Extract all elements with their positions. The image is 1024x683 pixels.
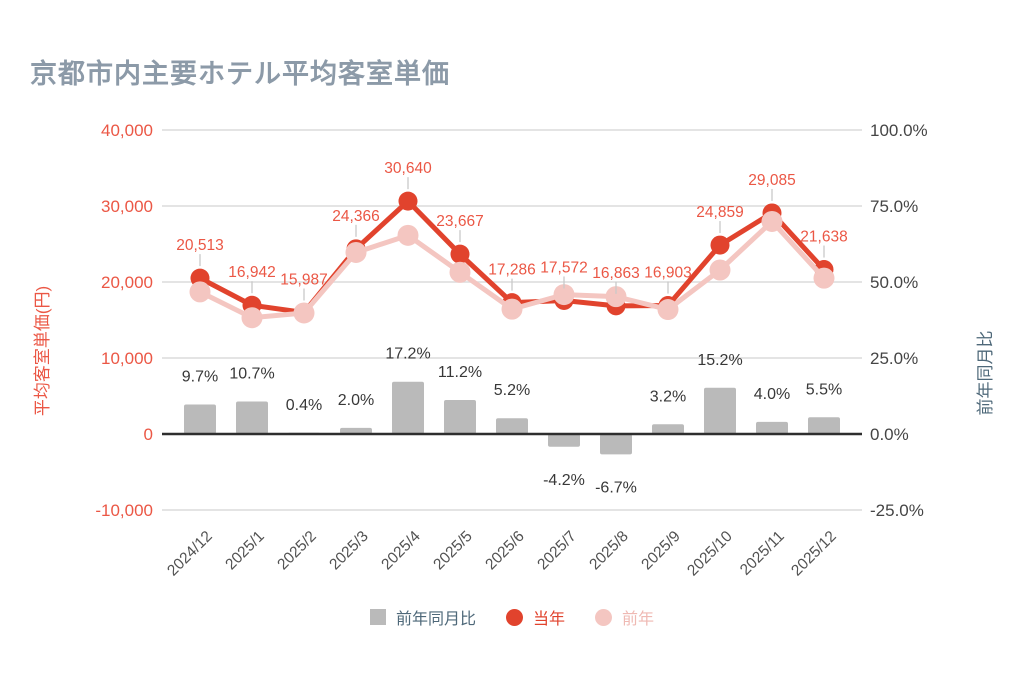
previous-year-line-point-2025/10	[709, 259, 731, 281]
bar-2025/11	[756, 421, 788, 434]
right-axis-ticks: 100.0% 75.0% 50.0% 25.0% 0.0% -25.0%	[870, 121, 928, 520]
x-label-2024/12: 2024/12	[164, 528, 216, 580]
bar-2025/8	[600, 434, 632, 455]
svg-text:10,000: 10,000	[101, 349, 153, 368]
x-label-2025/7: 2025/7	[534, 528, 580, 574]
svg-text:17.2%: 17.2%	[385, 346, 430, 363]
x-label-2025/8: 2025/8	[586, 528, 632, 574]
bar-2025/1	[236, 401, 268, 434]
svg-text:21,638: 21,638	[800, 229, 847, 246]
svg-text:30,640: 30,640	[384, 160, 432, 177]
svg-text:5.2%: 5.2%	[494, 382, 530, 399]
svg-text:24,366: 24,366	[332, 208, 379, 225]
x-label-2025/1: 2025/1	[222, 528, 268, 574]
legend-swatch-前年	[595, 608, 612, 626]
svg-text:11.2%: 11.2%	[438, 364, 482, 381]
previous-year-line-point-2025/9	[657, 299, 679, 321]
svg-text:50.0%: 50.0%	[870, 273, 918, 292]
svg-text:4.0%: 4.0%	[754, 386, 790, 403]
svg-text:16,942: 16,942	[228, 264, 275, 281]
svg-text:20,000: 20,000	[101, 273, 153, 292]
bar-2025/7	[548, 434, 580, 447]
x-label-2025/6: 2025/6	[482, 528, 528, 574]
svg-text:9.7%: 9.7%	[182, 369, 218, 386]
svg-text:40,000: 40,000	[101, 121, 153, 140]
svg-text:17,286: 17,286	[488, 262, 535, 279]
legend-swatch-当年	[505, 608, 523, 626]
svg-text:100.0%: 100.0%	[870, 121, 928, 140]
bar-2025/10	[704, 387, 736, 434]
previous-year-line-point-2025/8	[605, 286, 627, 308]
current-year-line-point-2025/10	[710, 235, 730, 255]
legend-item-前年同月比[interactable]: 前年同月比	[369, 605, 476, 629]
legend-label: 前年同月比	[395, 611, 476, 628]
bar-2024/12	[184, 404, 216, 434]
x-label-2025/2: 2025/2	[274, 528, 320, 574]
bar-2025/4	[392, 381, 424, 434]
svg-text:-6.7%: -6.7%	[595, 479, 637, 496]
svg-text:10.7%: 10.7%	[229, 365, 274, 382]
page-title: 京都市内主要ホテル平均客室単価	[30, 59, 450, 89]
previous-year-line-point-2025/6	[501, 298, 523, 320]
bar-2025/6	[496, 418, 528, 434]
x-label-2025/3: 2025/3	[326, 528, 372, 574]
yoy-labels: 9.7% 10.7% 0.4% 2.0% 17.2% 11.2% 5.2% -4.2% -6.7…	[182, 346, 842, 497]
x-label-2025/12: 2025/12	[788, 528, 840, 580]
previous-year-line-point-2025/4	[397, 224, 419, 246]
previous-year-line-point-2025/1	[241, 307, 263, 329]
bar-2025/5	[444, 399, 476, 434]
svg-text:-25.0%: -25.0%	[870, 501, 924, 520]
x-label-2025/4: 2025/4	[378, 528, 424, 574]
bar-2025/9	[652, 424, 684, 434]
svg-text:24,859: 24,859	[696, 204, 743, 221]
svg-text:20,513: 20,513	[176, 237, 223, 254]
svg-text:-4.2%: -4.2%	[543, 472, 585, 489]
current-year-line-point-2025/4	[398, 191, 418, 211]
legend: 前年同月比 当年 前年	[0, 601, 1024, 633]
svg-text:0: 0	[144, 425, 153, 444]
svg-text:16,863: 16,863	[592, 265, 639, 282]
legend-label: 前年	[622, 611, 655, 628]
legend-label: 当年	[532, 611, 565, 628]
previous-year-line-point-2024/12	[189, 281, 211, 303]
svg-text:25.0%: 25.0%	[870, 349, 918, 368]
previous-year-line-point-2025/2	[293, 302, 315, 324]
x-label-2025/11: 2025/11	[737, 528, 788, 579]
svg-text:0.0%: 0.0%	[870, 425, 909, 444]
svg-text:75.0%: 75.0%	[870, 197, 918, 216]
previous-year-line-point-2025/3	[345, 241, 367, 263]
previous-year-line-point-2025/5	[449, 261, 471, 283]
svg-text:2.0%: 2.0%	[338, 392, 374, 409]
svg-text:15,987: 15,987	[280, 271, 327, 288]
x-label-2025/9: 2025/9	[638, 528, 684, 574]
current-year-labels: 20,513 16,942 15,987 24,366 30,640 23,667 17,2…	[176, 160, 848, 301]
previous-year-line-point-2025/12	[813, 267, 835, 289]
legend-item-前年[interactable]: 前年	[595, 605, 654, 629]
svg-text:15.2%: 15.2%	[697, 352, 742, 369]
svg-text:0.4%: 0.4%	[286, 397, 322, 414]
legend-swatch-前年同月比	[369, 609, 386, 625]
svg-text:30,000: 30,000	[101, 197, 153, 216]
x-axis-labels: 2024/12 2025/1 2025/2 2025/3 2025/4 2025/5 202…	[164, 528, 840, 580]
left-axis-ticks: 40,000 30,000 20,000 10,000 0 -10,000	[95, 121, 153, 520]
svg-text:16,903: 16,903	[644, 265, 691, 282]
previous-year-line	[189, 210, 835, 329]
current-year-line-point-2025/5	[450, 244, 470, 264]
x-label-2025/10: 2025/10	[684, 528, 736, 580]
svg-text:29,085: 29,085	[748, 172, 795, 189]
legend-item-当年[interactable]: 当年	[505, 605, 565, 629]
svg-text:3.2%: 3.2%	[650, 388, 686, 405]
x-label-2025/5: 2025/5	[430, 528, 476, 574]
bars-yoy	[184, 381, 840, 455]
svg-text:17,572: 17,572	[540, 259, 587, 276]
bar-2025/12	[808, 417, 840, 434]
svg-text:5.5%: 5.5%	[806, 381, 842, 398]
previous-year-line-point-2025/11	[761, 210, 783, 232]
bar-2025/3	[340, 427, 372, 434]
svg-text:-10,000: -10,000	[95, 501, 153, 520]
previous-year-line-point-2025/7	[553, 284, 575, 306]
svg-text:23,667: 23,667	[436, 213, 483, 230]
